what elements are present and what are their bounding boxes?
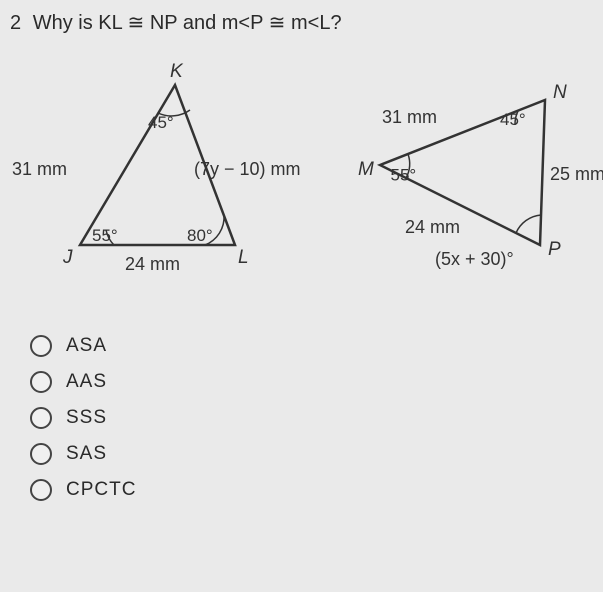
vertex-m-label: M [358, 159, 374, 180]
option-label: SSS [66, 407, 107, 429]
angle-n-label: 45° [500, 110, 526, 129]
option-label: AAS [66, 371, 107, 393]
vertex-n-label: N [553, 82, 567, 103]
vertex-k-label: K [170, 61, 184, 82]
radio-icon [30, 443, 52, 465]
option-cpctc[interactable]: CPCTC [30, 479, 593, 501]
option-label: CPCTC [66, 479, 136, 501]
question-text: 2 Why is KL ≅ NP and m<P ≅ m<L? [10, 10, 593, 35]
radio-icon [30, 407, 52, 429]
vertex-p-label: P [548, 239, 561, 260]
option-aas[interactable]: AAS [30, 371, 593, 393]
angle-j-label: 55° [92, 226, 118, 245]
angle-l-label: 80° [187, 226, 213, 245]
triangle-left: K J L 31 mm (7y − 10) mm 24 mm 45° 55° 8… [10, 55, 320, 295]
question-mid: NP and m<P [150, 12, 263, 34]
radio-icon [30, 371, 52, 393]
radio-icon [30, 479, 52, 501]
side-kl-label: (7y − 10) mm [194, 159, 301, 179]
option-label: SAS [66, 443, 107, 465]
option-label: ASA [66, 335, 107, 357]
triangle-right: N M P 31 mm 25 mm 24 mm 45° 55° (5x + 30… [320, 55, 600, 295]
option-asa[interactable]: ASA [30, 335, 593, 357]
side-mp-label: 24 mm [405, 217, 460, 237]
question-prefix: Why is KL [33, 12, 122, 34]
congruent-symbol: ≅ [128, 12, 145, 34]
angle-p-label: (5x + 30)° [435, 249, 514, 269]
angle-m-label: 55° [391, 166, 417, 185]
side-np-label: 25 mm [550, 164, 603, 184]
congruent-symbol-2: ≅ [269, 12, 286, 34]
side-jl-label: 24 mm [125, 254, 180, 274]
angle-p-arc [516, 215, 541, 233]
side-mn-label: 31 mm [382, 107, 437, 127]
options-list: ASA AAS SSS SAS CPCTC [10, 335, 593, 501]
radio-icon [30, 335, 52, 357]
side-jk-label: 31 mm [12, 159, 67, 179]
question-end: m<L? [291, 12, 342, 34]
vertex-j-label: J [62, 247, 73, 268]
diagrams-row: K J L 31 mm (7y − 10) mm 24 mm 45° 55° 8… [10, 55, 593, 315]
option-sss[interactable]: SSS [30, 407, 593, 429]
option-sas[interactable]: SAS [30, 443, 593, 465]
angle-k-label: 45° [148, 113, 174, 132]
vertex-l-label: L [238, 247, 249, 268]
question-number: 2 [10, 12, 21, 34]
